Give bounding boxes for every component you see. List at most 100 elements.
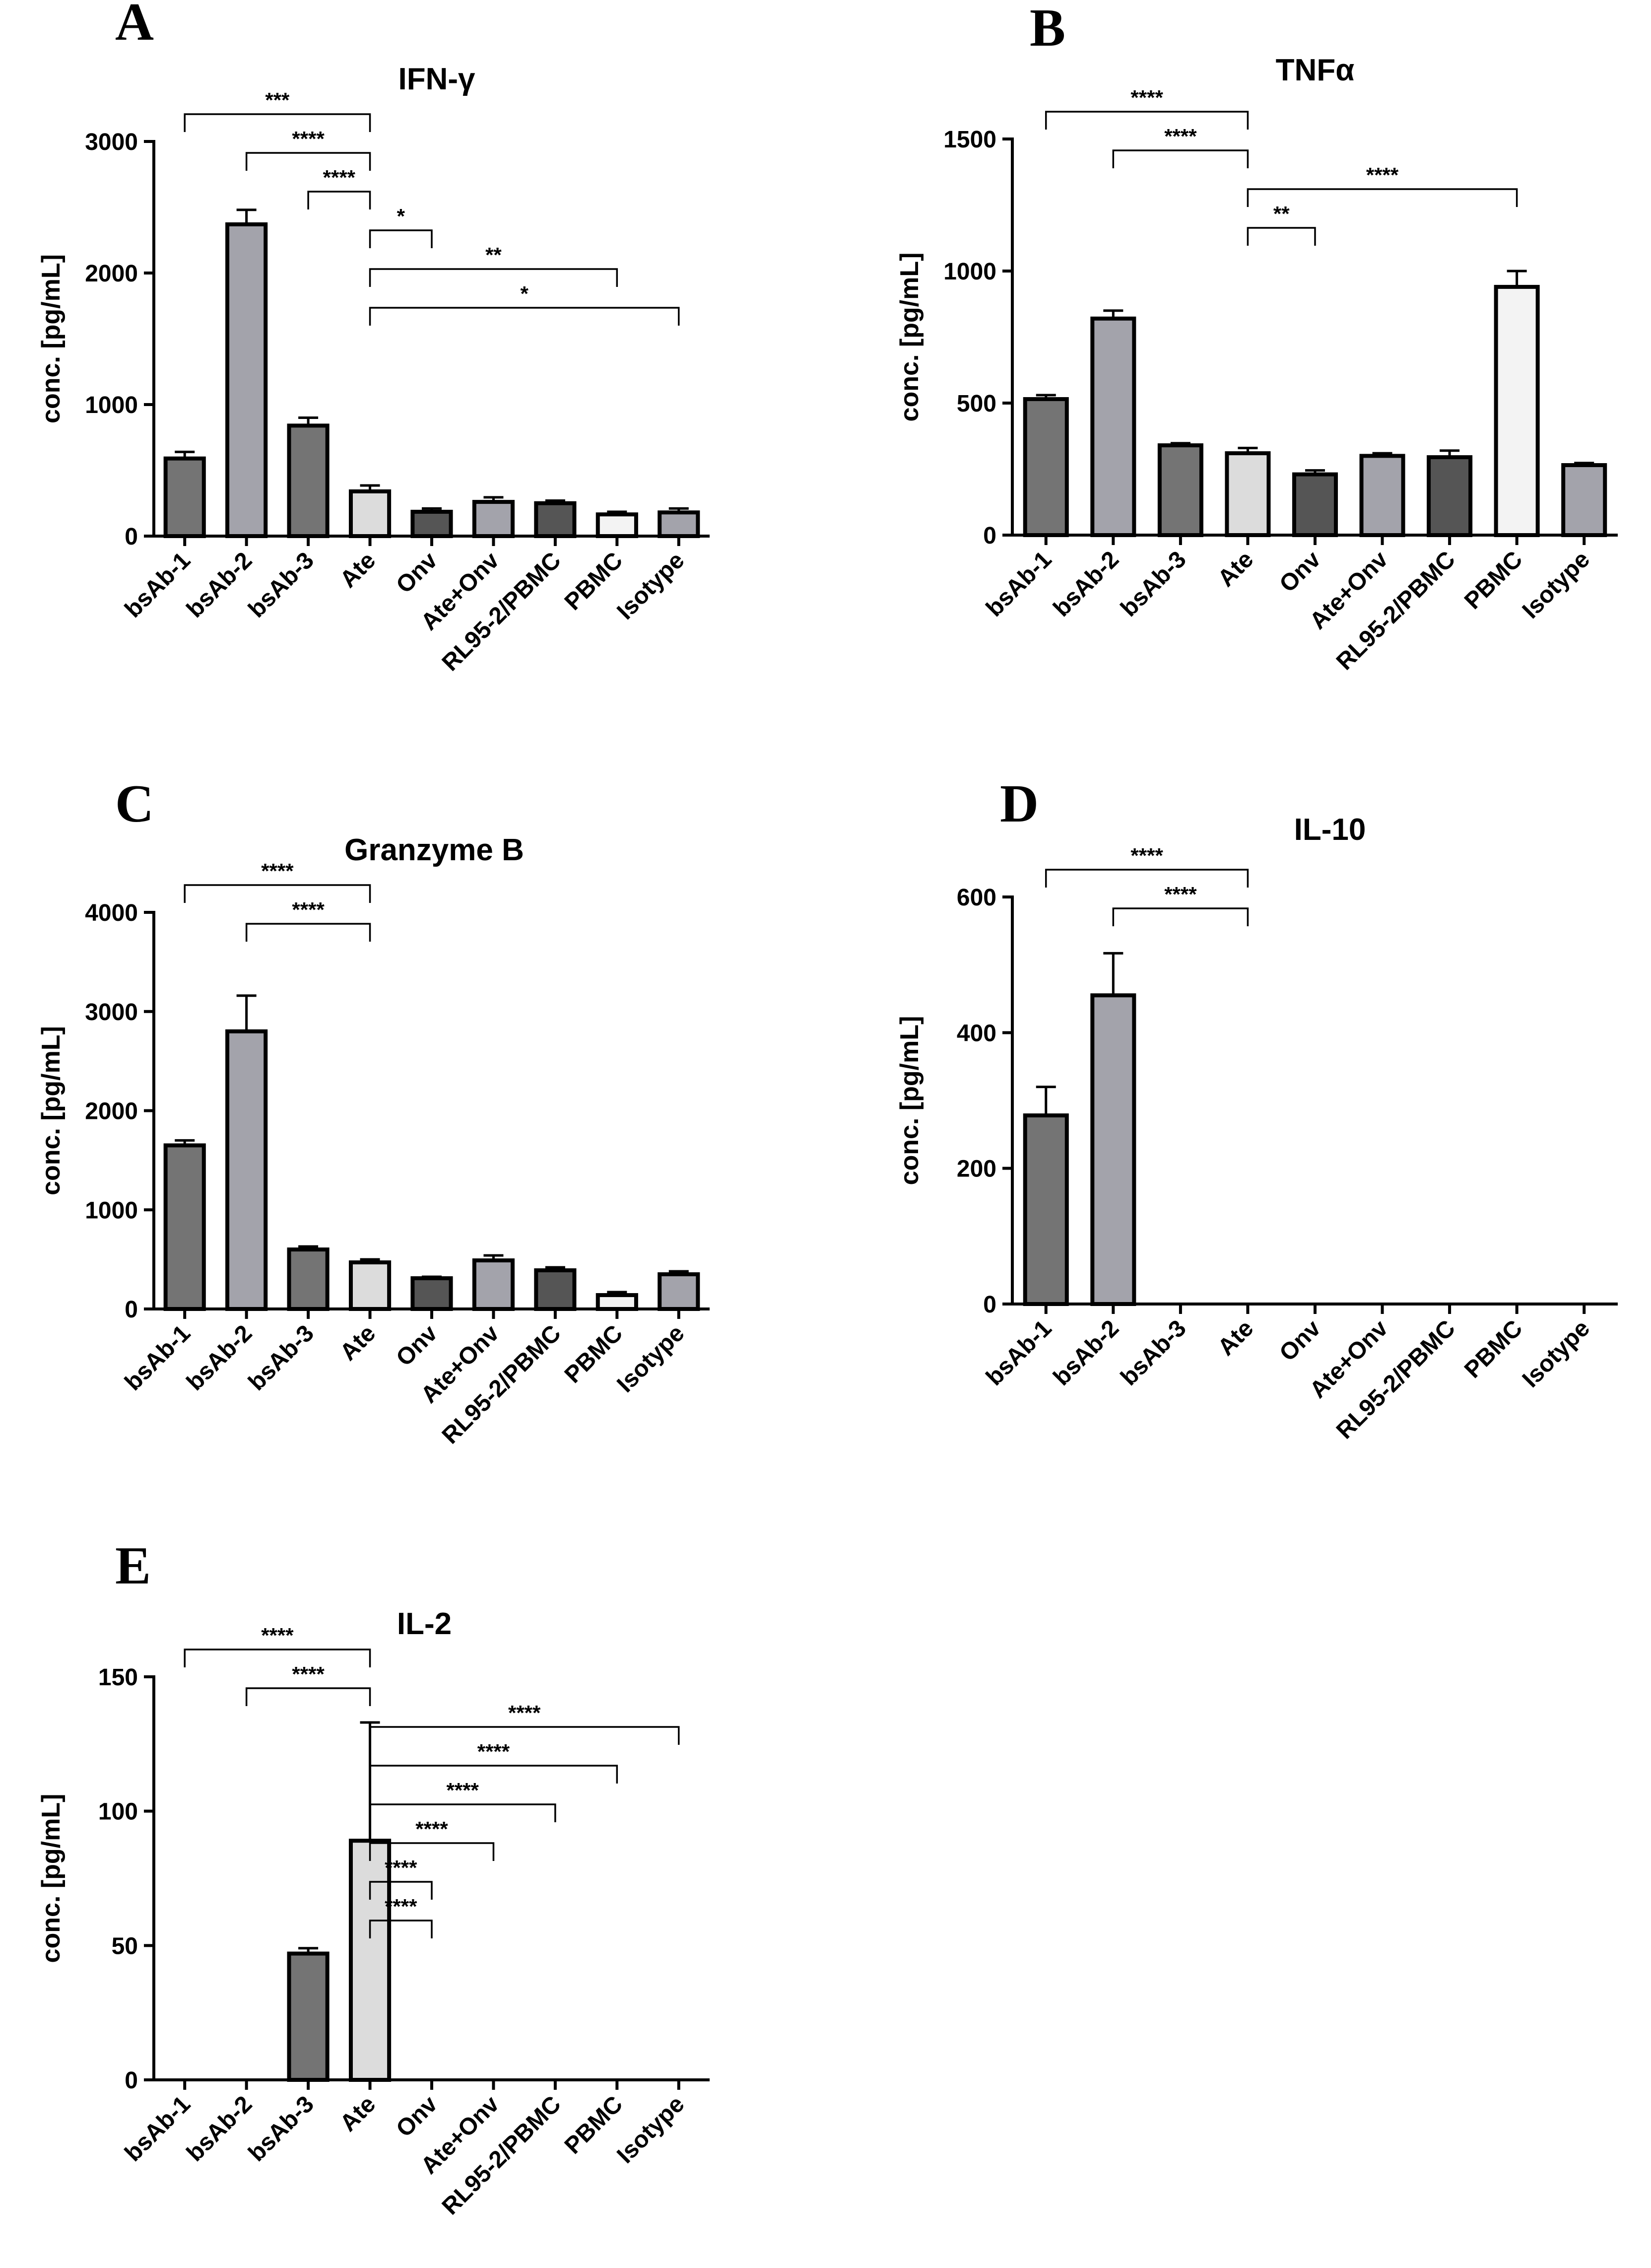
panel-letter: C (115, 774, 154, 833)
bar-rl95-2-pbmc (534, 1268, 577, 1311)
bar-ate-onv (1359, 454, 1405, 538)
significance-bracket (1045, 111, 1249, 130)
significance-bracket (369, 1881, 433, 1900)
bar-isotype (1561, 463, 1607, 538)
x-tick-label: bsAb-1 (120, 547, 196, 623)
y-tick-label: 4000 (85, 900, 138, 926)
x-tick-label: PBMC (1459, 546, 1527, 614)
significance-label: **** (447, 1779, 479, 1802)
x-tick-label: bsAb-1 (981, 546, 1057, 622)
bar-onv (410, 509, 453, 538)
y-tick-label: 100 (98, 1799, 138, 1825)
bar-bsab-2 (1090, 316, 1136, 537)
chart-title: TNFα (1276, 53, 1355, 87)
significance-label: * (397, 205, 405, 228)
y-tick-label: 1500 (943, 127, 996, 153)
bar-onv (1292, 472, 1338, 538)
bar-ate (1225, 451, 1271, 538)
panel-letter: A (115, 0, 154, 52)
x-tick-label: Onv (1274, 546, 1326, 598)
significance-bracket (245, 152, 371, 171)
significance-bracket (369, 229, 433, 248)
y-tick-label: 0 (983, 523, 996, 549)
chart-title: IFN-γ (398, 62, 476, 96)
chart-title: IL-2 (397, 1607, 452, 1641)
significance-bracket (1247, 227, 1316, 246)
bar-isotype (658, 510, 700, 539)
x-tick-label: bsAb-3 (243, 1320, 319, 1396)
bar-isotype (658, 1272, 700, 1311)
x-tick-label: Isotype (612, 1320, 689, 1397)
y-axis-label: conc. [pg/mL] (37, 1026, 66, 1195)
bar-pbmc (595, 512, 638, 539)
bar-rl95-2-pbmc (1427, 455, 1473, 537)
significance-bracket (184, 884, 371, 903)
bar-bsab-1 (163, 456, 206, 539)
bar-bsab-3 (287, 1247, 330, 1311)
x-tick-label: Onv (391, 1320, 443, 1372)
y-tick-label: 500 (957, 391, 996, 417)
y-tick-label: 50 (112, 1933, 138, 1959)
x-tick-label: Ate (1213, 546, 1258, 592)
chart-title: IL-10 (1294, 813, 1366, 847)
y-tick-label: 0 (983, 1292, 996, 1318)
x-tick-label: bsAb-2 (182, 1320, 258, 1396)
x-tick-label: RL95-2/PBMC (1331, 1315, 1460, 1444)
significance-bracket (1247, 188, 1518, 207)
x-tick-label: Onv (391, 547, 443, 599)
y-tick-label: 0 (125, 524, 138, 550)
bar-bsab-1 (1023, 1113, 1069, 1306)
y-tick-label: 1000 (943, 259, 996, 285)
bar-bsab-2 (225, 1029, 268, 1311)
significance-label: **** (508, 1701, 541, 1724)
bar-bsab-2 (225, 222, 268, 538)
x-tick-label: Isotype (1518, 1315, 1595, 1392)
panel-letter: D (1000, 774, 1039, 833)
bar-bsab-3 (287, 423, 330, 539)
y-axis-label: conc. [pg/mL] (37, 1794, 66, 1963)
x-tick-label: RL95-2/PBMC (1331, 546, 1460, 675)
x-tick-label: Ate (335, 1320, 381, 1366)
significance-bracket (369, 1920, 433, 1938)
x-tick-label: bsAb-2 (1049, 546, 1124, 622)
y-tick-label: 2000 (85, 1099, 138, 1125)
significance-bracket (369, 1803, 556, 1822)
significance-label: **** (261, 1624, 294, 1647)
bar-pbmc (595, 1293, 638, 1311)
x-tick-label: bsAb-2 (1049, 1315, 1124, 1391)
x-tick-label: bsAb-2 (182, 2091, 258, 2167)
x-tick-label: Isotype (1518, 546, 1595, 623)
panel-letter: E (115, 1536, 151, 1595)
bar-bsab-1 (1023, 397, 1069, 538)
significance-bracket (184, 113, 371, 132)
x-tick-label: bsAb-3 (1116, 546, 1191, 622)
significance-label: **** (1130, 844, 1163, 867)
significance-bracket (1112, 907, 1249, 926)
significance-bracket (245, 1687, 371, 1706)
significance-label: **** (1164, 883, 1197, 906)
significance-label: **** (323, 166, 356, 189)
significance-label: **** (292, 127, 325, 150)
x-tick-label: Isotype (612, 2091, 689, 2168)
bar-rl95-2-pbmc (534, 501, 577, 538)
significance-label: **** (1366, 163, 1399, 187)
significance-label: **** (1164, 125, 1197, 148)
significance-bracket (369, 1765, 618, 1784)
significance-label: **** (261, 859, 294, 883)
y-tick-label: 1000 (85, 1197, 138, 1224)
y-tick-label: 200 (957, 1156, 996, 1182)
y-tick-label: 400 (957, 1020, 996, 1046)
x-tick-label: bsAb-3 (243, 547, 319, 623)
significance-label: ** (485, 243, 502, 267)
x-tick-label: PBMC (1459, 1315, 1527, 1383)
significance-label: **** (477, 1740, 510, 1763)
bar-onv (410, 1276, 453, 1311)
y-tick-label: 1000 (85, 392, 138, 418)
x-tick-label: Ate (335, 547, 381, 593)
significance-bracket (1045, 869, 1249, 888)
significance-label: **** (385, 1895, 417, 1918)
significance-bracket (369, 268, 618, 287)
bar-ate (348, 1839, 392, 2082)
